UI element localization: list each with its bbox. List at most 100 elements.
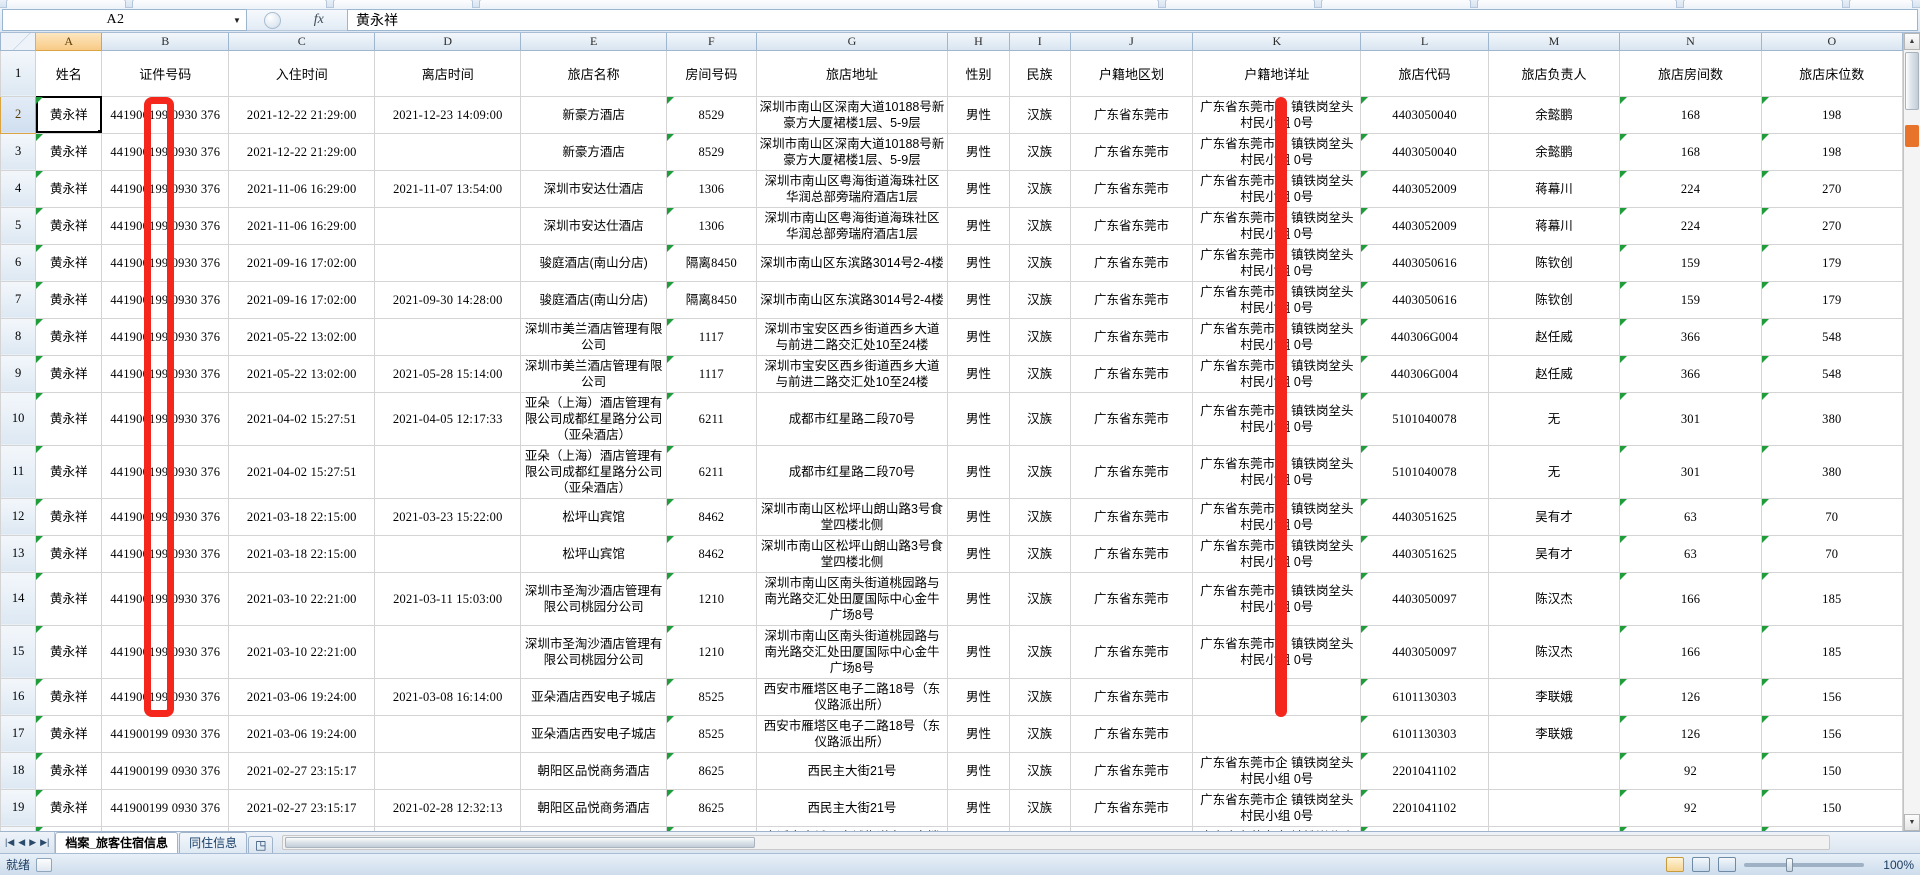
cell-I14[interactable]: 汉族: [1008, 571, 1071, 626]
cell-I16[interactable]: 汉族: [1008, 677, 1071, 716]
cell-L9[interactable]: 440306G004: [1360, 354, 1489, 393]
cell-A15[interactable]: 黄永祥: [35, 624, 103, 679]
cell-N19[interactable]: 92: [1619, 788, 1762, 827]
cell-F19[interactable]: 8625: [666, 788, 757, 827]
cell-I3[interactable]: 汉族: [1008, 132, 1071, 171]
row-header-9[interactable]: 9: [0, 354, 37, 393]
cell-F18[interactable]: 8625: [666, 751, 757, 790]
cell-E2[interactable]: 新豪方酒店: [520, 95, 668, 134]
cell-B11[interactable]: 441900199 0930 376: [101, 444, 230, 499]
cell-K13[interactable]: 广东省东莞市企 镇铁岗坌头村民小组 0号: [1192, 534, 1362, 573]
cell-E16[interactable]: 亚朵酒店西安电子城店: [520, 677, 668, 716]
cell-H17[interactable]: 男性: [947, 714, 1010, 753]
cell-D14[interactable]: 2021-03-11 15:03:00: [374, 571, 522, 626]
row-header-5[interactable]: 5: [0, 206, 37, 245]
cell-G19[interactable]: 西民主大街21号: [755, 788, 949, 827]
cell-F12[interactable]: 8462: [666, 497, 757, 536]
cell-M5[interactable]: 蒋幕川: [1487, 206, 1621, 245]
cell-O13[interactable]: 70: [1760, 534, 1903, 573]
cell-H14[interactable]: 男性: [947, 571, 1010, 626]
vscroll-track[interactable]: [1904, 50, 1920, 814]
cell-A7[interactable]: 黄永祥: [35, 280, 103, 319]
cell-L2[interactable]: 4403050040: [1360, 95, 1489, 134]
cell-B9[interactable]: 441900199 0930 376: [101, 354, 230, 393]
cell-N5[interactable]: 224: [1619, 206, 1762, 245]
column-header-J[interactable]: J: [1069, 33, 1194, 51]
cell-D3[interactable]: [374, 132, 522, 171]
cell-D16[interactable]: 2021-03-08 16:14:00: [374, 677, 522, 716]
cell-M8[interactable]: 赵任威: [1487, 317, 1621, 356]
cell-L6[interactable]: 4403050616: [1360, 243, 1489, 282]
cell-J18[interactable]: 广东省东莞市: [1069, 751, 1194, 790]
cell-C19[interactable]: 2021-02-27 23:15:17: [228, 788, 376, 827]
cell-B5[interactable]: 441900199 0930 376: [101, 206, 230, 245]
cell-J13[interactable]: 广东省东莞市: [1069, 534, 1194, 573]
cell-K16[interactable]: [1192, 677, 1362, 716]
cell-O12[interactable]: 70: [1760, 497, 1903, 536]
cell-H10[interactable]: 男性: [947, 391, 1010, 446]
cell-L19[interactable]: 2201041102: [1360, 788, 1489, 827]
cell-N10[interactable]: 301: [1619, 391, 1762, 446]
cell-O4[interactable]: 270: [1760, 169, 1903, 208]
cell-I12[interactable]: 汉族: [1008, 497, 1071, 536]
cell-N18[interactable]: 92: [1619, 751, 1762, 790]
cell-K9[interactable]: 广东省东莞市企 镇铁岗坌头村民小组 0号: [1192, 354, 1362, 393]
cell-M10[interactable]: 无: [1487, 391, 1621, 446]
cell-B2[interactable]: 441900199 0930 376: [101, 95, 230, 134]
cell-E14[interactable]: 深圳市圣淘沙酒店管理有限公司桃园分公司: [520, 571, 668, 626]
cell-E15[interactable]: 深圳市圣淘沙酒店管理有限公司桃园分公司: [520, 624, 668, 679]
cell-J16[interactable]: 广东省东莞市: [1069, 677, 1194, 716]
cell-C12[interactable]: 2021-03-18 22:15:00: [228, 497, 376, 536]
cell-H4[interactable]: 男性: [947, 169, 1010, 208]
nav-prev-icon[interactable]: ◀: [18, 837, 26, 847]
cell-J6[interactable]: 广东省东莞市: [1069, 243, 1194, 282]
cell-O16[interactable]: 156: [1760, 677, 1903, 716]
column-header-M[interactable]: M: [1487, 33, 1621, 51]
cell-N16[interactable]: 126: [1619, 677, 1762, 716]
cell-D11[interactable]: [374, 444, 522, 499]
cell-F8[interactable]: 1117: [666, 317, 757, 356]
cell-O2[interactable]: 198: [1760, 95, 1903, 134]
cell-E8[interactable]: 深圳市美兰酒店管理有限公司: [520, 317, 668, 356]
cell-G17[interactable]: 西安市雁塔区电子二路18号（东仪路派出所）: [755, 714, 949, 753]
cell-C20[interactable]: 2021-02-19 14:53:00: [228, 825, 376, 831]
cell-J3[interactable]: 广东省东莞市: [1069, 132, 1194, 171]
row-header-15[interactable]: 15: [0, 624, 37, 679]
cell-N8[interactable]: 366: [1619, 317, 1762, 356]
cell-J17[interactable]: 广东省东莞市: [1069, 714, 1194, 753]
cell-C18[interactable]: 2021-02-27 23:15:17: [228, 751, 376, 790]
cell-F10[interactable]: 6211: [666, 391, 757, 446]
cell-H20[interactable]: 男性: [947, 825, 1010, 831]
cell-I19[interactable]: 汉族: [1008, 788, 1071, 827]
column-header-D[interactable]: D: [374, 33, 522, 51]
cell-G2[interactable]: 深圳市南山区深南大道10188号新豪方大厦裙楼1层、5-9层: [755, 95, 949, 134]
cell-O5[interactable]: 270: [1760, 206, 1903, 245]
cell-C7[interactable]: 2021-09-16 17:02:00: [228, 280, 376, 319]
cell-O14[interactable]: 185: [1760, 571, 1903, 626]
cell-E9[interactable]: 深圳市美兰酒店管理有限公司: [520, 354, 668, 393]
cell-K5[interactable]: 广东省东莞市企 镇铁岗坌头村民小组 0号: [1192, 206, 1362, 245]
view-page-break-icon[interactable]: [1718, 857, 1736, 872]
row-header-13[interactable]: 13: [0, 534, 37, 573]
cell-K12[interactable]: 广东省东莞市企 镇铁岗坌头村民小组 0号: [1192, 497, 1362, 536]
cell-O18[interactable]: 150: [1760, 751, 1903, 790]
cell-I20[interactable]: 汉族: [1008, 825, 1071, 831]
cell-L8[interactable]: 440306G004: [1360, 317, 1489, 356]
cell-H8[interactable]: 男性: [947, 317, 1010, 356]
cell-E20[interactable]: 维也纳(智行): [520, 825, 668, 831]
insert-function-round-icon[interactable]: [264, 11, 282, 29]
cell-I11[interactable]: 汉族: [1008, 444, 1071, 499]
cell-L7[interactable]: 4403050616: [1360, 280, 1489, 319]
nav-first-icon[interactable]: |◀: [5, 837, 15, 847]
column-title-M[interactable]: 旅店负责人: [1487, 49, 1621, 97]
cell-F5[interactable]: 1306: [666, 206, 757, 245]
cell-K14[interactable]: 广东省东莞市企 镇铁岗坌头村民小组 0号: [1192, 571, 1362, 626]
cell-M9[interactable]: 赵任威: [1487, 354, 1621, 393]
cell-H5[interactable]: 男性: [947, 206, 1010, 245]
cell-K6[interactable]: 广东省东莞市企 镇铁岗坌头村民小组 0号: [1192, 243, 1362, 282]
cell-I2[interactable]: 汉族: [1008, 95, 1071, 134]
cell-J9[interactable]: 广东省东莞市: [1069, 354, 1194, 393]
cell-D15[interactable]: [374, 624, 522, 679]
cell-B18[interactable]: 441900199 0930 376: [101, 751, 230, 790]
cell-O9[interactable]: 548: [1760, 354, 1903, 393]
